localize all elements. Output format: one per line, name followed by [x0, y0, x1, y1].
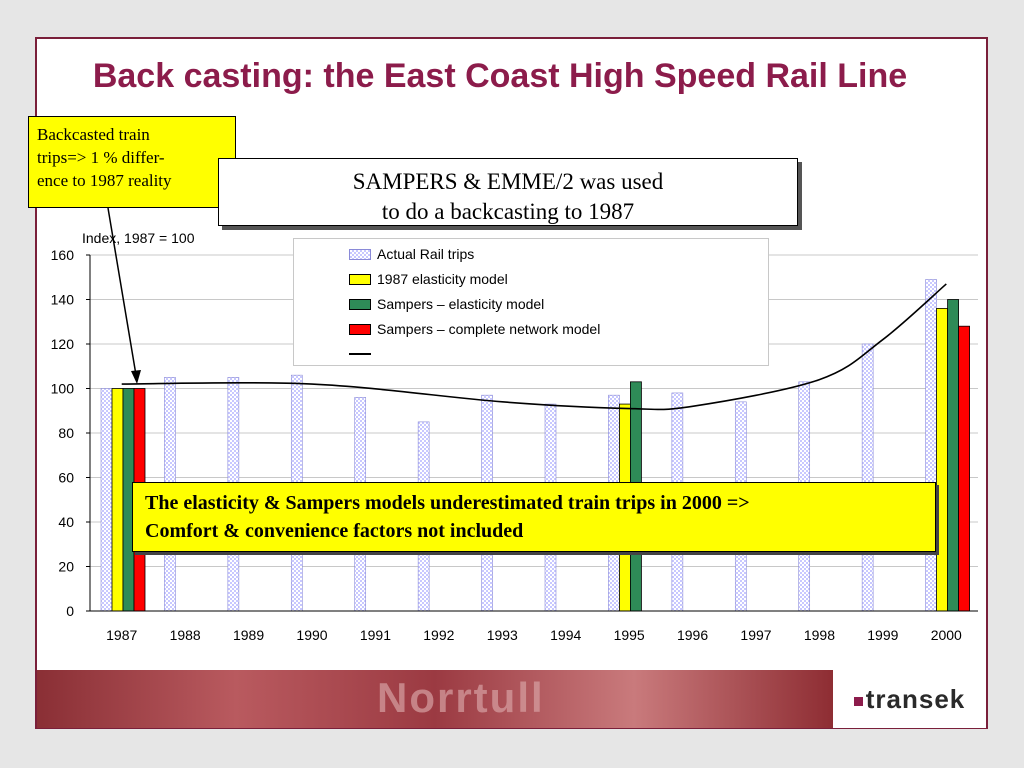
bar-elasticity-1987 [936, 307, 948, 612]
x-tick-label: 1997 [740, 627, 771, 643]
y-tick-label: 20 [58, 559, 74, 575]
x-tick-label: 1989 [233, 627, 264, 643]
footer-photo-strip: Norrtull [37, 670, 833, 728]
logo-text: transek [865, 683, 966, 714]
legend-trend-line [349, 353, 371, 355]
legend-label: Sampers – complete network model [377, 321, 601, 337]
callout-line: ence to 1987 reality [37, 171, 172, 190]
legend-swatch-sampers-elasticity [349, 298, 371, 310]
x-tick-label: 1998 [804, 627, 835, 643]
bar-actual [925, 279, 937, 612]
legend-label: 1987 elasticity model [377, 271, 508, 287]
y-tick-label: 60 [58, 470, 74, 486]
subtitle-line: SAMPERS & EMME/2 was used [352, 169, 664, 194]
legend-item-sampers-elasticity: Sampers – elasticity model [349, 295, 544, 313]
y-tick-label: 160 [51, 247, 75, 263]
x-tick-label: 1992 [423, 627, 454, 643]
legend-label: Actual Rail trips [377, 246, 475, 262]
bar-actual [100, 388, 113, 612]
x-tick-label: 1993 [487, 627, 518, 643]
bar-sampers-elasticity [947, 299, 959, 612]
x-tick-label: 1996 [677, 627, 708, 643]
subtitle-box: SAMPERS & EMME/2 was used to do a backca… [218, 158, 798, 226]
bar-sampers-network [958, 325, 970, 612]
legend-label: Sampers – elasticity model [377, 296, 545, 312]
x-tick-label: 1988 [170, 627, 201, 643]
slide-title: Back casting: the East Coast High Speed … [92, 57, 908, 95]
y-tick-label: 100 [51, 381, 75, 397]
y-tick-label: 120 [51, 336, 75, 352]
callout-arrow [107, 207, 138, 382]
legend-swatch-sampers-network [349, 323, 371, 335]
arrowhead-icon [131, 370, 141, 384]
x-tick-label: 1987 [106, 627, 137, 643]
x-tick-label: 1994 [550, 627, 581, 643]
legend-item-actual: Actual Rail trips [349, 245, 474, 263]
legend-swatch-actual [349, 248, 371, 260]
y-tick-label: 0 [66, 603, 74, 619]
x-tick-label: 1990 [296, 627, 327, 643]
callout-line: The elasticity & Sampers models underest… [145, 492, 750, 514]
y-axis-title: Index, 1987 = 100 [82, 230, 195, 246]
footer-sign-text: Norrtull [377, 674, 545, 721]
bar-actual [861, 343, 874, 612]
bar-elasticity-1987 [111, 388, 124, 612]
chart-legend: Actual Rail trips 1987 elasticity model … [293, 238, 769, 366]
y-tick-label: 140 [51, 292, 75, 308]
transek-logo: transek [833, 670, 986, 728]
y-tick-label: 80 [58, 425, 74, 441]
legend-item-elasticity-1987: 1987 elasticity model [349, 270, 508, 288]
logo-square-icon [853, 696, 863, 706]
underestimate-callout: The elasticity & Sampers models underest… [132, 482, 936, 552]
x-tick-label: 1995 [614, 627, 645, 643]
y-tick-label: 40 [58, 514, 74, 530]
x-tick-label: 1991 [360, 627, 391, 643]
trend-line [121, 283, 947, 411]
subtitle-line: to do a backcasting to 1987 [381, 199, 635, 224]
callout-line: Backcasted train [37, 125, 150, 144]
x-tick-label: 1999 [867, 627, 898, 643]
legend-item-sampers-network: Sampers – complete network model [349, 320, 600, 338]
callout-line: Comfort & convenience factors not includ… [145, 520, 524, 542]
x-tick-label: 2000 [931, 627, 962, 643]
legend-swatch-elasticity-1987 [349, 273, 371, 285]
callout-line: trips=> 1 % differ- [37, 148, 165, 167]
backcast-callout: Backcasted train trips=> 1 % differ- enc… [28, 116, 236, 208]
